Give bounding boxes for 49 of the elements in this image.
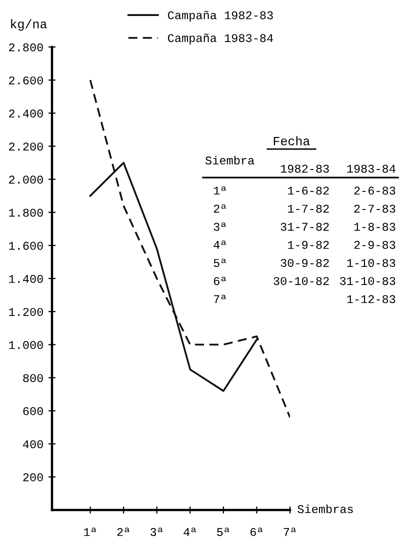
x-tick-label: 2ª: [117, 528, 130, 536]
x-tick-label: 7ª: [284, 528, 296, 536]
text: 1983-84: [347, 164, 396, 173]
annotation: 7ª: [214, 294, 226, 304]
x-tick-label: 1ª: [84, 528, 96, 536]
annotation: 2ª: [214, 204, 226, 213]
annotation: 1-7-82: [288, 204, 329, 213]
x-tick-label: 6ª: [250, 528, 263, 536]
y-tick-label: 400: [23, 440, 43, 448]
y-tick-label: 1.200: [9, 308, 43, 316]
annotation: 1-6-82: [288, 186, 329, 195]
annotation: 6ª: [214, 276, 226, 286]
y-tick-label: 1.000: [9, 341, 43, 350]
annotation: 1ª: [214, 186, 226, 195]
legend-label: Campaña 1982-83: [168, 10, 273, 22]
y-tick-label: 2.400: [9, 110, 43, 118]
text: 1-10-83: [347, 258, 396, 267]
x-tick-label: 5ª: [217, 528, 230, 536]
annotation: Fecha: [274, 136, 310, 146]
y-tick-label: 2.200: [9, 142, 43, 151]
y-tick-label: 1.600: [9, 242, 43, 250]
y-tick-label: 600: [23, 407, 43, 416]
annotation: 3ª: [214, 222, 226, 231]
annotation: 1982-83: [280, 164, 329, 173]
y-axis-title: kg/na: [11, 19, 47, 31]
annotation: Siembra: [205, 156, 254, 165]
y-tick-label: 200: [23, 473, 43, 482]
annotation: 30-10-82: [274, 277, 329, 286]
y-tick-label: 1.800: [9, 208, 43, 217]
y-tick-label: 2.600: [9, 76, 43, 84]
y-tick-label: 2.800: [9, 43, 43, 52]
x-axis-title: Siembras: [298, 504, 353, 514]
annotation: 30-9-82: [280, 258, 329, 267]
annotation: 31-7-82: [280, 222, 329, 231]
text: 1-12-83: [347, 295, 396, 304]
y-tick-label: 800: [23, 374, 43, 382]
annotation: 1-9-82: [288, 240, 329, 249]
y-tick-label: 2.000: [9, 176, 43, 184]
annotation: 4ª: [214, 240, 226, 249]
y-tick-label: 1.400: [9, 274, 43, 283]
text: 2-9-83: [354, 240, 396, 249]
x-tick-label: 4ª: [184, 528, 196, 536]
text: 1-8-83: [354, 222, 396, 231]
text: 31-10-83: [340, 277, 396, 286]
text: 2-6-83: [354, 186, 396, 195]
text: 2-7-83: [354, 204, 396, 213]
legend-label: Campaña 1983-84: [168, 34, 274, 44]
x-tick-label: 3ª: [150, 528, 163, 536]
annotation: 5ª: [214, 258, 226, 267]
